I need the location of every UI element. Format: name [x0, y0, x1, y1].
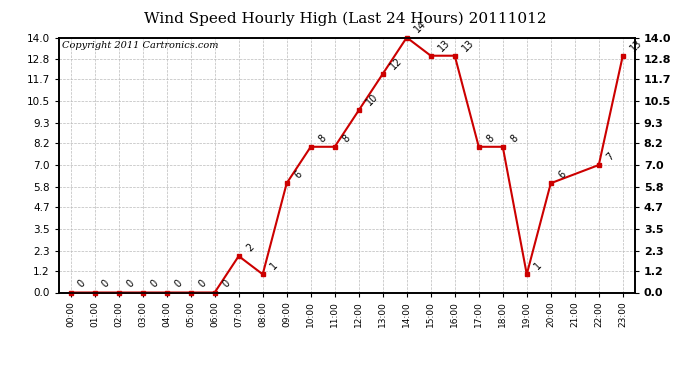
- Text: Copyright 2011 Cartronics.com: Copyright 2011 Cartronics.com: [61, 41, 218, 50]
- Text: 0: 0: [196, 278, 208, 290]
- Text: 7: 7: [604, 151, 616, 162]
- Text: 13: 13: [460, 37, 476, 53]
- Text: 8: 8: [509, 133, 520, 144]
- Text: 6: 6: [556, 169, 568, 180]
- Text: 0: 0: [76, 278, 88, 290]
- Text: 0: 0: [148, 278, 159, 290]
- Text: 8: 8: [340, 133, 352, 144]
- Text: 0: 0: [172, 278, 184, 290]
- Text: 6: 6: [293, 169, 304, 180]
- Text: 1: 1: [268, 260, 279, 272]
- Text: 0: 0: [100, 278, 112, 290]
- Text: 8: 8: [316, 133, 328, 144]
- Text: 2: 2: [244, 242, 256, 253]
- Text: 1: 1: [532, 260, 544, 272]
- Text: 8: 8: [484, 133, 495, 144]
- Text: 0: 0: [124, 278, 136, 290]
- Text: Wind Speed Hourly High (Last 24 Hours) 20111012: Wind Speed Hourly High (Last 24 Hours) 2…: [144, 11, 546, 26]
- Text: 14: 14: [413, 19, 428, 35]
- Text: 0: 0: [220, 278, 232, 290]
- Text: 13: 13: [629, 37, 644, 53]
- Text: 10: 10: [364, 92, 380, 108]
- Text: 12: 12: [388, 56, 404, 71]
- Text: 13: 13: [436, 37, 452, 53]
